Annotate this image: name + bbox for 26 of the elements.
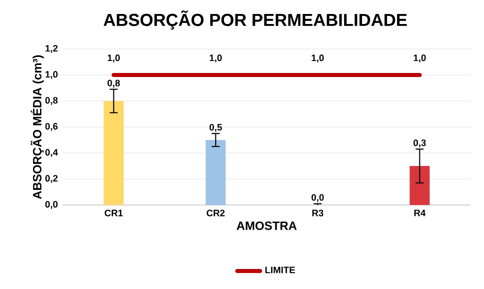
data-label: 0,3 <box>414 140 426 148</box>
data-label: 1,0 <box>108 54 120 62</box>
y-tick-label: 0,8 <box>45 97 58 105</box>
x-tick-label: R3 <box>312 210 324 216</box>
y-tick-label: 0,2 <box>45 175 58 183</box>
y-axis-title: ABSORÇÃO MÉDIA (cm³) <box>30 55 44 200</box>
y-tick-label: 1,0 <box>46 71 58 79</box>
bar <box>410 166 430 205</box>
data-label: 0,0 <box>312 194 324 202</box>
y-tick-label: 0,4 <box>45 149 58 157</box>
y-tick-label: 0,0 <box>45 201 58 209</box>
x-tick-label: R4 <box>414 210 426 216</box>
bar <box>104 100 124 205</box>
bar <box>206 140 226 205</box>
y-tick-label: 0,6 <box>45 123 58 131</box>
x-tick-label: CR1 <box>104 210 123 216</box>
y-tick-label: 1,2 <box>46 45 58 53</box>
data-label: 1,0 <box>414 54 426 62</box>
legend-label: LIMITE <box>265 266 295 274</box>
x-tick-label: CR2 <box>206 210 225 216</box>
data-label: 1,0 <box>210 54 222 62</box>
data-label: 0,5 <box>210 124 222 132</box>
data-label: 1,0 <box>312 54 324 62</box>
x-axis-title: AMOSTRA <box>236 221 297 230</box>
data-label: 0,8 <box>108 80 120 88</box>
chart-title: ABSORÇÃO POR PERMEABILIDADE <box>104 10 407 30</box>
